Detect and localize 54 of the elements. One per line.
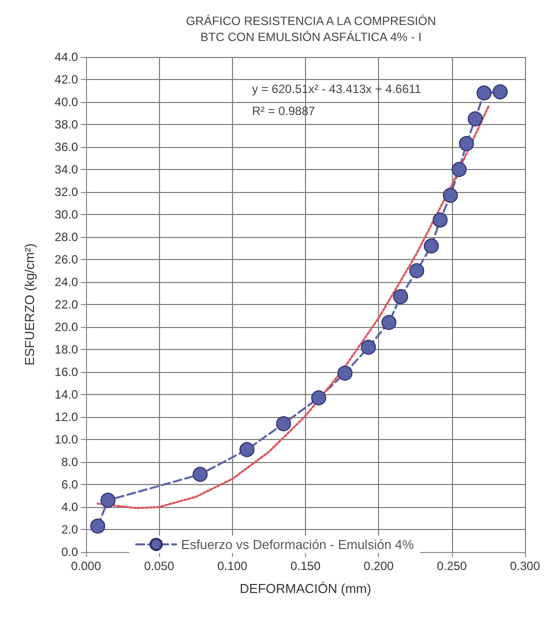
y-tick-label: 8.0: [61, 455, 78, 469]
point: [239, 442, 254, 458]
x-tick-label: 0.250: [436, 559, 468, 573]
point: [452, 162, 467, 177]
point: [100, 492, 116, 508]
point: [458, 136, 474, 152]
point: [192, 466, 208, 482]
point: [468, 111, 483, 126]
y-tick-label: 14.0: [54, 388, 78, 402]
x-tick-label: 0.150: [290, 559, 321, 573]
x-tick-label: 0.050: [144, 559, 175, 573]
y-tick-label: 0.0: [61, 545, 78, 559]
point: [409, 263, 424, 278]
y-tick-label: 18.0: [54, 342, 78, 356]
line-series: [96, 106, 490, 510]
point: [492, 84, 508, 100]
x-tick-label: 0.000: [70, 559, 102, 573]
y-tick-label: 40.0: [54, 95, 78, 109]
x-tick-label: 0.100: [217, 559, 248, 573]
point: [338, 366, 353, 381]
y-tick-label: 20.0: [54, 320, 78, 334]
x-tick-label: 0.300: [510, 559, 540, 573]
y-tick-label: 38.0: [54, 118, 78, 132]
point: [90, 518, 106, 534]
legend-label: Esfuerzo vs Deformación - Emulsión 4%: [181, 536, 414, 552]
y-tick-label: 24.0: [54, 275, 78, 289]
point: [432, 212, 448, 228]
y-tick-label: 4.0: [61, 500, 78, 514]
point: [360, 340, 376, 355]
x-tick-label: 0.200: [364, 559, 394, 573]
y-tick-label: 26.0: [54, 252, 78, 266]
x-axis-title: DEFORMACIÓN (mm): [240, 581, 372, 596]
y-tick-label: 16.0: [54, 365, 78, 379]
y-tick-label: 30.0: [54, 208, 78, 222]
y-tick-label: 44.0: [54, 50, 78, 64]
point: [276, 416, 292, 432]
y-tick-label: 10.0: [54, 432, 78, 446]
y-axis-title: ESFUERZO (kg/cm²): [22, 243, 37, 366]
y-tick-label: 32.0: [54, 185, 78, 199]
point: [311, 390, 326, 406]
point: [442, 188, 458, 203]
y-tick-label: 2.0: [61, 522, 78, 536]
point: [381, 315, 396, 330]
y-tick-label: 42.0: [54, 72, 78, 86]
point: [393, 289, 408, 304]
chart-title: GRÁFICO RESISTENCIA A LA COMPRESIÓN BTC CON EMULSIÓN ASFÁLTICA 4% - I: [186, 14, 436, 44]
point: [476, 86, 492, 100]
y-tick-label: 34.0: [54, 162, 78, 176]
y-tick-label: 28.0: [54, 230, 78, 244]
y-tick-label: 6.0: [61, 478, 78, 492]
y-tick-label: 22.0: [54, 298, 78, 312]
y-tick-label: 12.0: [54, 410, 78, 424]
y-tick-label: 36.0: [54, 140, 78, 154]
point: [424, 238, 439, 254]
